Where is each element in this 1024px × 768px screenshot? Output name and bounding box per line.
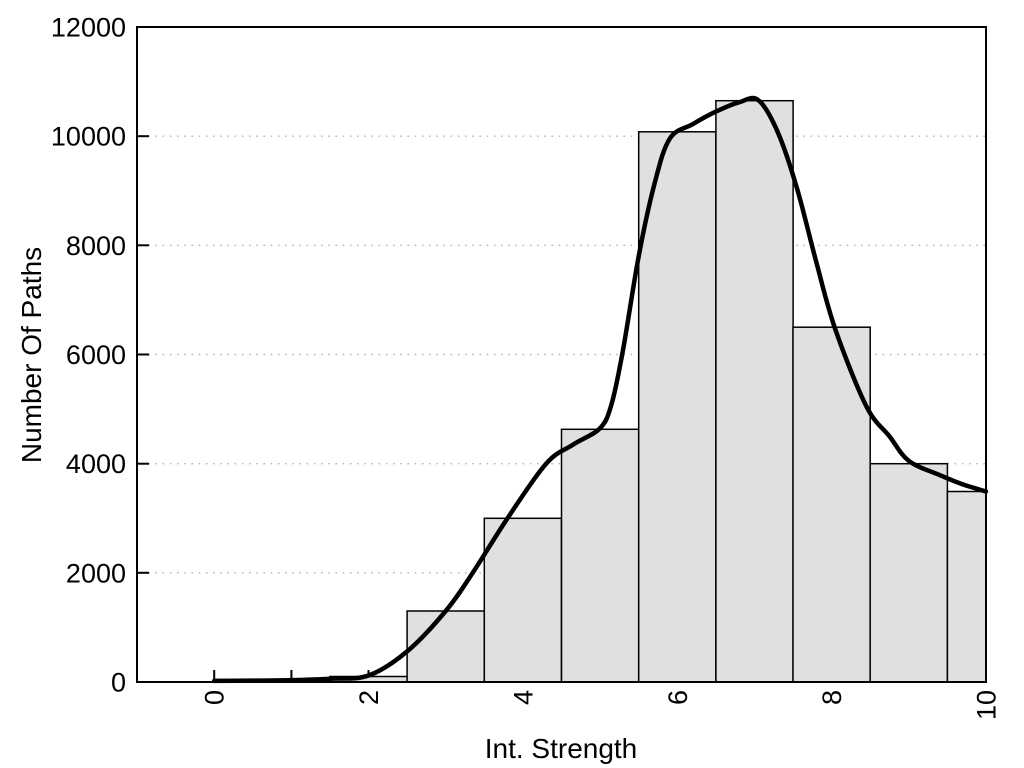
histogram-bar-3: [406, 610, 486, 683]
y-tick-label-10000: 10000: [51, 122, 126, 152]
x-axis-title: Int. Strength: [485, 733, 638, 764]
histogram-bar-6: [637, 131, 717, 683]
histogram-bar-10: [946, 490, 987, 683]
histogram-bar-4: [483, 517, 563, 683]
x-tick-label-4: 4: [508, 690, 538, 705]
x-tick-label-6: 6: [663, 690, 693, 705]
y-tick-label-6000: 6000: [66, 340, 126, 370]
y-tick-label-2000: 2000: [66, 558, 126, 588]
x-tick-label-2: 2: [354, 690, 384, 705]
y-tick-label-8000: 8000: [66, 231, 126, 261]
y-axis-title: Number Of Paths: [16, 247, 47, 463]
x-tick-label-0: 0: [200, 690, 230, 705]
density-curve: [211, 95, 989, 684]
tick-labels-layer: 0 2 4 6 8 10 0 2000 4000 6000 8000 10000 12000: [51, 13, 1002, 721]
x-tick-label-10: 10: [972, 690, 1002, 720]
y-tick-label-0: 0: [111, 668, 126, 698]
histogram-bar-5: [560, 428, 640, 683]
histogram-bar-7: [715, 99, 794, 683]
density-curve-layer: [211, 95, 989, 684]
y-tick-label-12000: 12000: [51, 13, 126, 43]
x-tick-label-8: 8: [817, 690, 847, 705]
y-tick-label-4000: 4000: [66, 449, 126, 479]
histogram-bars-layer: [329, 99, 987, 683]
plot-frame: [136, 26, 987, 683]
histogram-bar-9: [869, 462, 949, 683]
histogram-bar-8: [792, 326, 871, 683]
